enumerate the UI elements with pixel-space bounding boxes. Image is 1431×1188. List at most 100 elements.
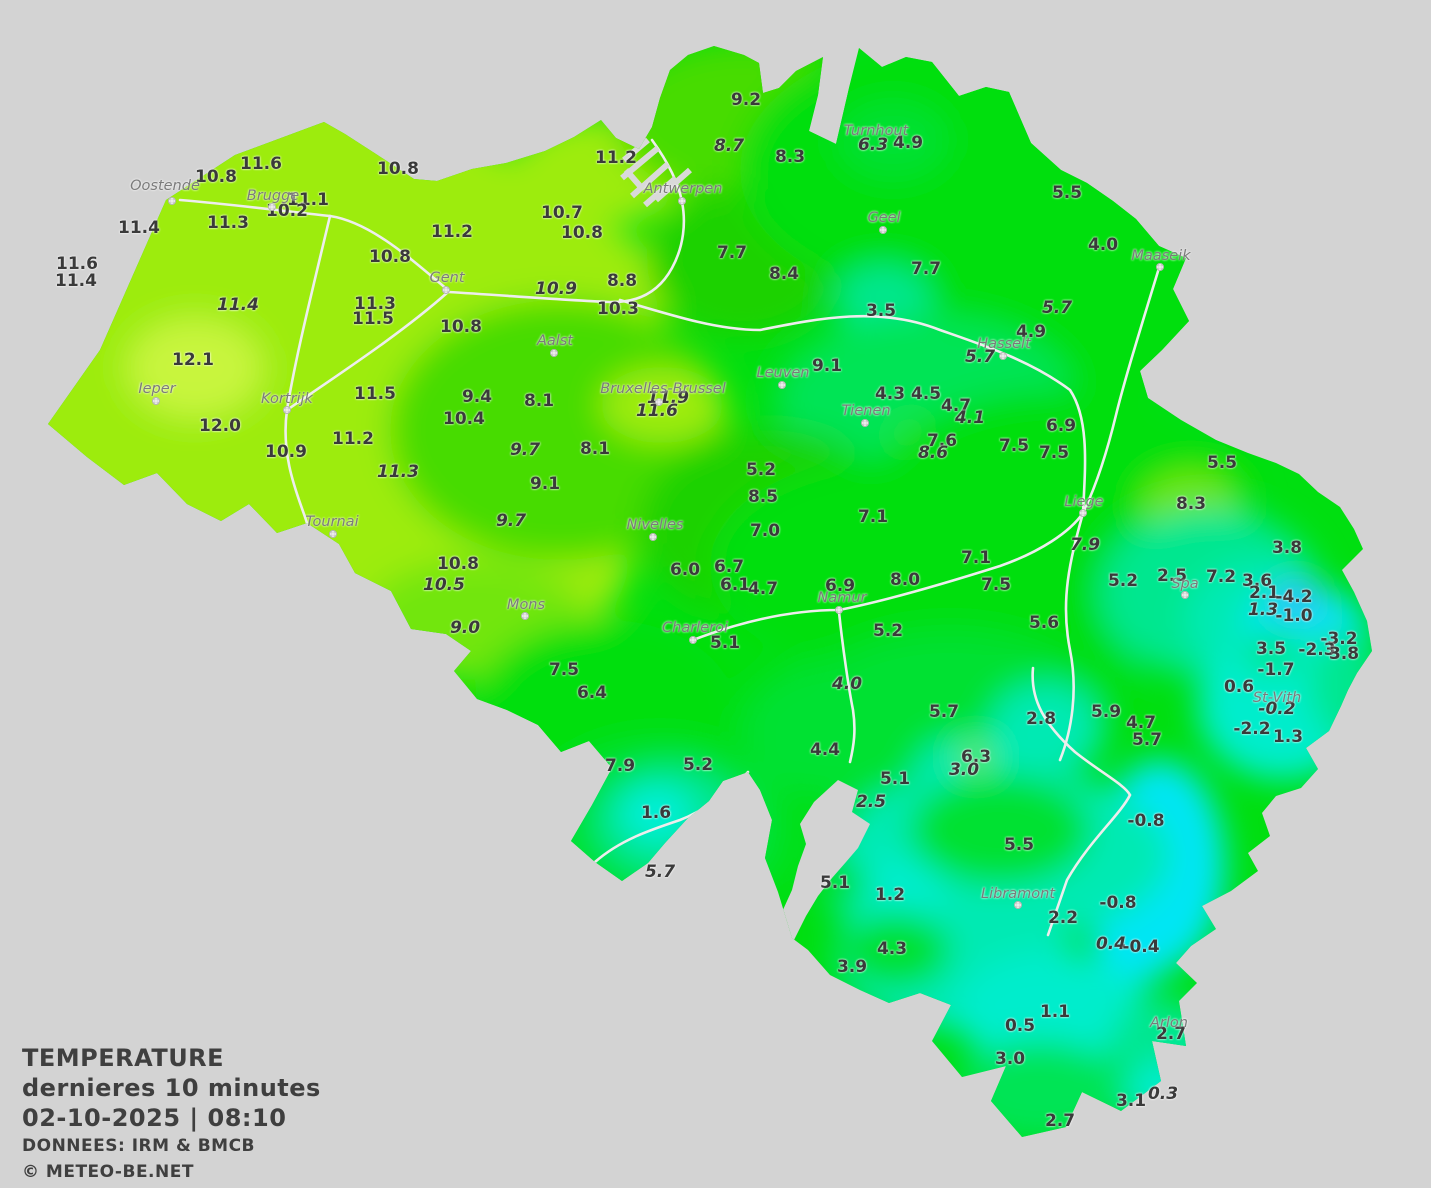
station-value: 2.8 [1025,709,1057,729]
station-value: 5.7 [964,347,996,367]
city-dot-icon [152,397,160,405]
station-value: 1.3 [1272,727,1304,747]
station-value: 10.8 [195,167,237,187]
river-or-border-line [446,138,686,304]
dock-line [622,137,650,163]
city-label: Turnhout [843,123,909,139]
station-value: 10.3 [597,299,639,319]
station-value: 8.6 [917,443,949,463]
station-value: 4.9 [892,133,924,153]
station-value: -1.0 [1275,606,1313,626]
station-value: 1.2 [874,885,906,905]
station-value: 10.8 [440,317,482,337]
city-dot-icon [678,197,686,205]
station-value: 11.6 [240,154,282,174]
station-value: 11.6 [636,401,678,421]
city-label: Liege [1064,494,1104,510]
station-value: 7.5 [548,660,580,680]
temperature-zone [955,952,1145,1072]
station-value: 9.4 [461,387,493,407]
temperature-zone [1270,580,1322,620]
station-value: 2.2 [1047,908,1079,928]
city-label: Gent [429,270,465,286]
station-value: 10.8 [437,554,479,574]
city-dot-icon [1079,509,1087,517]
station-value: 8.3 [774,147,806,167]
city-label: Nivelles [626,517,684,533]
givet-france-notch [778,780,870,944]
station-value: 4.7 [1125,713,1157,733]
station-value: 11.3 [354,294,396,314]
river-or-border-line [691,266,1161,642]
station-value: 10.9 [535,279,577,299]
dock-line [623,168,643,188]
station-value: 3.9 [836,957,868,977]
station-value: 3.1 [1115,1091,1147,1111]
temperature-zone [838,102,948,178]
station-value: -1.7 [1257,660,1295,680]
city-label: Hasselt [977,336,1031,352]
city-dot-icon [550,349,558,357]
station-value: 12.0 [199,416,241,436]
station-value: 0.5 [1004,1016,1036,1036]
temperature-zone [740,660,920,800]
city-label: Ieper [138,381,176,397]
subtitle-period: dernieres 10 minutes [22,1074,321,1102]
station-value: 3.8 [1328,644,1360,664]
datetime-label: 02-10-2025 | 08:10 [22,1104,287,1132]
city-dot-icon [521,612,529,620]
station-value: 11.2 [595,148,637,168]
station-value: 11.2 [332,429,374,449]
station-value: 7.1 [960,548,992,568]
city-dot-icon [999,352,1007,360]
station-value: 4.0 [831,674,863,694]
station-value: -2.2 [1233,719,1271,739]
city-label: Kortrijk [261,391,313,407]
station-value: 9.7 [509,440,541,460]
station-value: 7.0 [749,521,781,541]
legend-block: TEMPERATURE dernieres 10 minutes 02-10-2… [22,1043,321,1185]
station-value: 3.8 [1271,538,1303,558]
station-value: 5.1 [819,873,851,893]
station-value: 5.2 [1107,571,1139,591]
city-label: Leuven [756,365,810,381]
station-value: 3.6 [1241,571,1273,591]
river-or-border-line [618,298,1087,515]
city-dot-icon [268,203,276,211]
station-value: 2.5 [1156,566,1188,586]
station-value: 8.8 [606,271,638,291]
city-dot-icon [655,398,663,406]
station-value: -0.8 [1127,811,1165,831]
station-value: 9.1 [811,356,843,376]
station-value: 4.1 [954,408,986,428]
city-label: Oostende [130,178,200,194]
station-value: 10.2 [266,201,308,221]
data-source-label: DONNEES: IRM & BMCB [22,1136,256,1156]
station-value: 2.7 [1044,1111,1076,1131]
station-value: 5.1 [879,769,911,789]
city-label: Namur [817,590,867,606]
station-value: 4.5 [910,384,942,404]
station-value: 6.3 [960,747,992,767]
station-value: 9.2 [730,90,762,110]
dock-line [643,175,678,208]
city-dot-icon [1156,263,1164,271]
station-value: -0.8 [1099,893,1137,913]
city-dot-icon [283,406,291,414]
station-value: 5.5 [1051,183,1083,203]
station-value: 5.2 [745,460,777,480]
station-value: -2.3 [1298,640,1336,660]
station-value: 10.8 [369,247,411,267]
river-or-border-line [837,610,856,764]
station-value: 4.7 [940,396,972,416]
station-value: 1.3 [1247,600,1279,620]
station-value: 5.7 [644,862,676,882]
station-value: 11.2 [431,222,473,242]
river-or-border-line [284,214,332,525]
station-value: 5.7 [1131,730,1163,750]
station-value: 11.1 [287,190,329,210]
station-value: 11.4 [55,271,97,291]
